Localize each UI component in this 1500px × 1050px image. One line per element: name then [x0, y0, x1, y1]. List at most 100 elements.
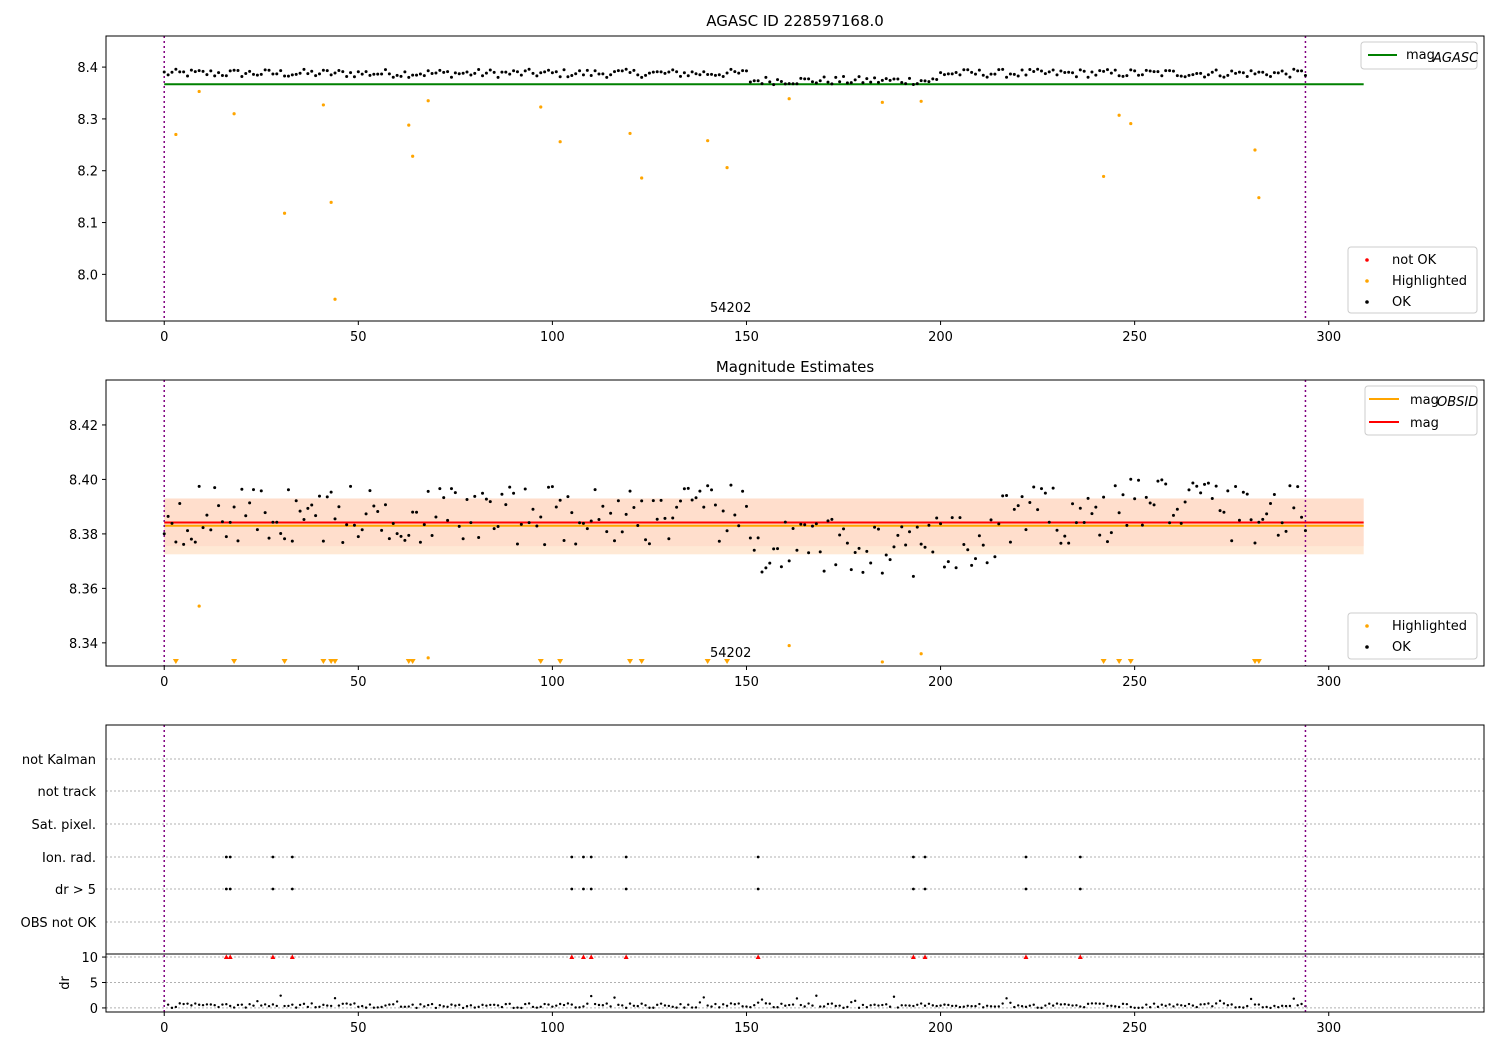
dr-point — [648, 1006, 651, 1009]
agasc-ok-point — [461, 71, 465, 75]
magest-ok-point — [888, 558, 892, 562]
agasc-ok-point — [170, 70, 174, 74]
dr-point — [520, 1006, 523, 1010]
agasc-ok-point — [391, 75, 395, 79]
dr-point — [543, 1002, 546, 1006]
agasc-axes-frame — [105, 35, 1485, 322]
dr-point — [873, 1003, 876, 1006]
dr-y-tick-label: 10 — [81, 951, 98, 966]
agasc-ok-point — [325, 69, 329, 73]
magest-ok-point — [981, 543, 985, 547]
agasc-ok-point — [768, 80, 772, 84]
agasc-ok-point — [515, 70, 519, 74]
dr-point — [504, 1002, 508, 1006]
magest-ok-point — [515, 542, 519, 546]
agasc-ok-point — [473, 71, 477, 75]
agasc-ok-point — [795, 82, 799, 86]
magest-ok-point — [702, 505, 706, 509]
dr-capped-marker — [922, 954, 928, 960]
dr-point — [1075, 1004, 1078, 1007]
agasc-ok-point — [876, 80, 880, 84]
magest-ok-point — [776, 547, 780, 551]
agasc-ok-point — [962, 68, 966, 72]
magest-ok-point — [636, 524, 640, 528]
agasc-ok-point — [193, 70, 197, 74]
agasc-ok-point — [1109, 71, 1113, 75]
dr-capped-marker — [289, 954, 295, 960]
agasc-ok-point — [372, 72, 376, 76]
agasc-ok-point — [477, 68, 481, 72]
agasc-ok-point — [717, 73, 721, 77]
magest-ok-point — [842, 527, 846, 531]
agasc-ok-point — [279, 69, 283, 73]
magest-ok-point — [189, 537, 193, 541]
agasc-ok-point — [395, 73, 399, 77]
dr-point — [392, 1003, 395, 1006]
dr-point — [659, 1002, 663, 1005]
agasc-ok-point — [1156, 70, 1160, 74]
magest-ok-point — [1036, 508, 1040, 512]
magest-ok-point — [1109, 531, 1113, 535]
magest-ok-point — [671, 516, 675, 520]
dr-point — [838, 1004, 841, 1007]
dr-point — [454, 1004, 457, 1007]
magest-highlighted-offscale-marker — [704, 659, 711, 664]
agasc-ok-point — [1082, 69, 1086, 73]
magest-ok-point — [1032, 485, 1036, 489]
agasc-ok-point — [651, 70, 655, 74]
dr-point — [1168, 1003, 1171, 1006]
dr-point — [958, 1005, 962, 1009]
dr-point — [248, 1003, 251, 1006]
magest-ok-point — [869, 561, 873, 565]
agasc-highlighted-point — [1117, 113, 1121, 117]
agasc-ok-point — [558, 75, 562, 79]
agasc-panel: AGASC ID 228597168.0 0 50 100 150 200 250 300 8… — [77, 12, 1485, 345]
magest-ok-point — [675, 505, 679, 509]
magest-ok-point — [279, 532, 283, 536]
magest-ok-point — [1171, 513, 1175, 517]
dr-point — [667, 1004, 671, 1008]
agasc-ok-point — [873, 76, 877, 80]
magest-ok-point — [1214, 484, 1218, 488]
agasc-ok-point — [442, 70, 446, 74]
agasc-highlighted-point — [232, 112, 236, 116]
magest-ok-point — [259, 489, 263, 493]
agasc-ok-point — [842, 75, 846, 79]
agasc-ok-point — [1226, 73, 1230, 77]
magest-ok-point — [578, 521, 582, 525]
dr-point — [1055, 1002, 1059, 1005]
agasc-ok-point — [1024, 73, 1028, 77]
agasc-ok-point — [1284, 72, 1288, 76]
magest-ok-point — [512, 491, 516, 495]
magest-ok-point — [927, 523, 931, 527]
magest-legend-marker — [1365, 645, 1369, 649]
dr-point — [690, 1006, 694, 1009]
dr-point — [1214, 1002, 1218, 1005]
agasc-x-tick-label: 150 — [734, 330, 759, 345]
magest-ok-point — [387, 537, 391, 541]
dr-point — [834, 1004, 837, 1008]
magest-ok-point — [492, 527, 496, 531]
agasc-legend-lower: not OK Highlighted OK — [1347, 246, 1478, 314]
dr-point — [411, 1003, 414, 1006]
magnitude-estimates-panel-title: Magnitude Estimates — [716, 358, 874, 376]
magest-ok-point — [488, 500, 492, 504]
agasc-ok-point — [508, 72, 512, 76]
agasc-ok-point — [923, 79, 927, 83]
magest-ok-series — [162, 477, 1307, 578]
magest-ok-point — [915, 525, 919, 529]
magest-ok-point — [321, 539, 325, 543]
dr-point — [485, 1004, 488, 1007]
magest-ok-point — [838, 533, 842, 537]
flag-point — [756, 855, 760, 859]
dr-point — [512, 1006, 515, 1010]
agasc-ok-point — [729, 67, 733, 71]
dr-point — [978, 1002, 981, 1006]
magest-ok-point — [205, 513, 209, 517]
dr-point — [737, 1002, 740, 1005]
dr-point — [1106, 1004, 1109, 1008]
magest-ok-point — [1300, 515, 1304, 519]
agasc-highlighted-point — [329, 200, 333, 204]
agasc-ok-point — [259, 72, 263, 76]
agasc-ok-point — [283, 74, 287, 78]
